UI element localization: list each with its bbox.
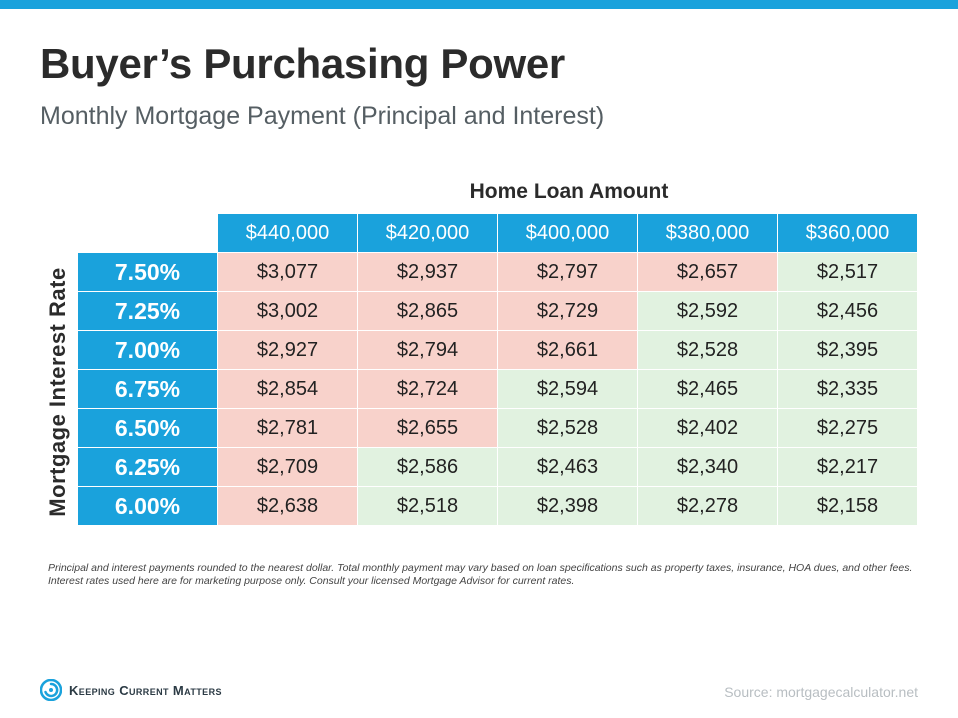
payment-cell: $2,661 — [498, 331, 638, 369]
column-header: $380,000 — [638, 214, 778, 252]
payment-cell: $2,402 — [638, 409, 778, 447]
brand-name: Keeping Current Matters — [69, 682, 222, 698]
page-title: Buyer’s Purchasing Power — [40, 40, 565, 87]
payment-cell: $2,729 — [498, 292, 638, 330]
payment-cell: $2,927 — [218, 331, 358, 369]
payment-cell: $2,794 — [358, 331, 498, 369]
payment-cell: $2,517 — [778, 253, 918, 291]
top-accent-bar — [0, 0, 958, 9]
payment-cell: $2,158 — [778, 487, 918, 525]
payment-cell: $2,335 — [778, 370, 918, 408]
column-header: $360,000 — [778, 214, 918, 252]
row-header-rate: 6.75% — [78, 370, 218, 408]
payment-cell: $2,592 — [638, 292, 778, 330]
payment-cell: $3,002 — [218, 292, 358, 330]
page-subtitle: Monthly Mortgage Payment (Principal and … — [40, 102, 605, 130]
payment-cell: $2,586 — [358, 448, 498, 486]
payment-cell: $2,278 — [638, 487, 778, 525]
payment-cell: $2,854 — [218, 370, 358, 408]
column-header: $420,000 — [358, 214, 498, 252]
payment-cell: $2,709 — [218, 448, 358, 486]
column-header: $400,000 — [498, 214, 638, 252]
payment-cell: $2,275 — [778, 409, 918, 447]
payment-table: $440,000 $420,000 $400,000 $380,000 $360,000… — [78, 214, 918, 525]
row-header-rate: 7.50% — [78, 253, 218, 291]
payment-cell: $2,937 — [358, 253, 498, 291]
payment-cell: $2,217 — [778, 448, 918, 486]
payment-cell: $3,077 — [218, 253, 358, 291]
payment-cell: $2,657 — [638, 253, 778, 291]
row-header-rate: 6.25% — [78, 448, 218, 486]
column-group-label: Home Loan Amount — [469, 180, 669, 203]
row-header-rate: 6.00% — [78, 487, 218, 525]
payment-cell: $2,865 — [358, 292, 498, 330]
brand-logo: Keeping Current Matters — [40, 679, 222, 701]
payment-cell: $2,456 — [778, 292, 918, 330]
payment-cell: $2,797 — [498, 253, 638, 291]
row-group-label: Mortgage Interest Rate — [45, 267, 70, 517]
payment-cell: $2,528 — [638, 331, 778, 369]
payment-cell: $2,594 — [498, 370, 638, 408]
row-header-rate: 7.25% — [78, 292, 218, 330]
payment-cell: $2,395 — [778, 331, 918, 369]
column-header: $440,000 — [218, 214, 358, 252]
payment-cell: $2,781 — [218, 409, 358, 447]
payment-cell: $2,518 — [358, 487, 498, 525]
payment-cell: $2,398 — [498, 487, 638, 525]
payment-cell: $2,463 — [498, 448, 638, 486]
table-corner — [78, 214, 218, 252]
row-header-rate: 6.50% — [78, 409, 218, 447]
footnote: Principal and interest payments rounded … — [48, 562, 913, 587]
kcm-swirl-icon — [40, 679, 62, 701]
source-note: Source: mortgagecalculator.net — [724, 684, 918, 700]
payment-cell: $2,340 — [638, 448, 778, 486]
payment-cell: $2,724 — [358, 370, 498, 408]
payment-cell: $2,638 — [218, 487, 358, 525]
payment-cell: $2,465 — [638, 370, 778, 408]
row-header-rate: 7.00% — [78, 331, 218, 369]
payment-cell: $2,655 — [358, 409, 498, 447]
payment-cell: $2,528 — [498, 409, 638, 447]
